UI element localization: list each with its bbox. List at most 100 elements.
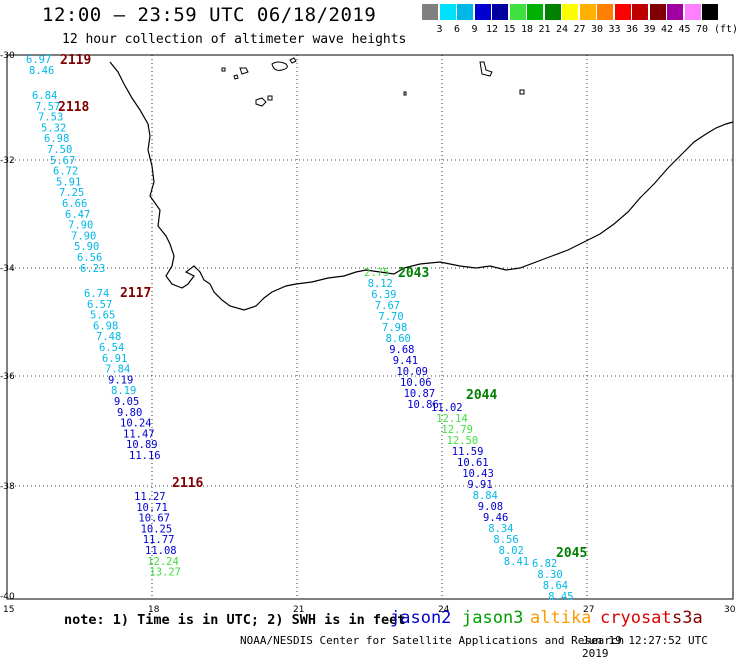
scale-label: 30 bbox=[590, 24, 604, 35]
scale-swatch bbox=[422, 4, 438, 20]
wave-height-value: 8.60 bbox=[386, 333, 411, 345]
wave-height-value: 12.14 bbox=[436, 413, 468, 425]
scale-swatch bbox=[684, 4, 701, 20]
wave-height-value: 11.08 bbox=[145, 545, 177, 557]
scale-label: 15 bbox=[503, 24, 516, 35]
wave-height-value: 11.27 bbox=[134, 491, 166, 503]
scale-label: 18 bbox=[520, 24, 534, 35]
wave-height-value: 8.56 bbox=[493, 534, 518, 546]
wave-height-value: 11.77 bbox=[143, 534, 175, 546]
wave-height-value: 6.97 bbox=[26, 54, 51, 66]
wave-height-value: 6.39 bbox=[371, 289, 396, 301]
wave-height-value: 9.80 bbox=[117, 407, 142, 419]
scale-label: 33 bbox=[608, 24, 621, 35]
satellite-legend-jason2: jason2 bbox=[390, 608, 452, 628]
credit-line: NOAA/NESDIS Center for Satellite Applica… bbox=[240, 634, 625, 647]
wave-height-value: 10.09 bbox=[396, 366, 428, 378]
scale-swatch bbox=[667, 4, 683, 20]
wave-height-value: 7.98 bbox=[382, 322, 407, 334]
map-subtitle: 12 hour collection of altimeter wave hei… bbox=[62, 32, 407, 47]
wave-height-value: 8.84 bbox=[473, 490, 498, 502]
scale-swatch bbox=[492, 4, 508, 20]
wave-height-value: 8.41 bbox=[504, 556, 529, 568]
wave-height-value: 8.64 bbox=[543, 580, 568, 592]
scale-label: 24 bbox=[555, 24, 569, 35]
x-tick-label: 21 bbox=[293, 605, 304, 615]
wave-height-value: 11.16 bbox=[129, 450, 161, 462]
scale-label: 21 bbox=[538, 24, 551, 35]
wave-height-value: 9.41 bbox=[393, 355, 418, 367]
scale-label: 45 bbox=[678, 24, 691, 35]
wave-height-value: 7.48 bbox=[96, 331, 121, 343]
satellite-pass-2119: 6.978.46 2119 bbox=[26, 53, 91, 77]
wave-height-value: 5.67 bbox=[50, 155, 75, 167]
scale-unit: (ft) bbox=[714, 24, 739, 35]
scale-swatch bbox=[649, 4, 666, 20]
wave-height-value: 5.91 bbox=[56, 176, 81, 188]
x-tick-label: 15 bbox=[3, 605, 14, 615]
satellite-pass-2043: 2.758.126.397.677.707.988.609.689.4110.0… bbox=[364, 266, 439, 411]
y-tick-label: -40 bbox=[0, 592, 15, 602]
wave-height-value: 10.43 bbox=[462, 468, 494, 480]
scale-label: 6 bbox=[453, 24, 461, 35]
wave-height-value: 10.25 bbox=[141, 523, 173, 535]
footer-note: note: 1) Time is in UTC; 2) SWH is in fe… bbox=[64, 612, 406, 628]
scale-swatch bbox=[562, 4, 578, 20]
scale-swatch bbox=[632, 4, 648, 20]
wave-height-value: 6.98 bbox=[44, 133, 69, 145]
x-tick-label: 27 bbox=[583, 605, 594, 615]
wave-height-value: 10.86 bbox=[407, 399, 439, 411]
wave-height-value: 10.87 bbox=[404, 388, 436, 400]
y-tick-label: -32 bbox=[0, 156, 15, 166]
wave-height-value: 6.57 bbox=[87, 299, 112, 311]
scale-swatch bbox=[702, 4, 718, 20]
wave-height-value: 9.05 bbox=[114, 396, 139, 408]
wave-height-value: 7.70 bbox=[378, 311, 403, 323]
wave-height-value: 5.65 bbox=[90, 310, 115, 322]
wave-height-value: 6.84 bbox=[32, 90, 57, 102]
y-tick-label: -34 bbox=[0, 264, 15, 274]
satellite-legend-altika: altika bbox=[530, 608, 592, 628]
pass-time-label: 2045 bbox=[556, 546, 587, 561]
wave-height-value: 11.59 bbox=[452, 446, 484, 458]
y-tick-label: -36 bbox=[0, 372, 15, 382]
wave-height-value: 6.56 bbox=[77, 252, 102, 264]
wave-height-value: 7.25 bbox=[59, 187, 84, 199]
wave-height-value: 8.34 bbox=[488, 523, 513, 535]
wave-height-value: 9.46 bbox=[483, 512, 508, 524]
scale-label: 70 bbox=[695, 24, 709, 35]
pass-time-label: 2119 bbox=[60, 53, 91, 68]
satellite-pass-2118: 6.847.577.535.326.987.505.676.725.917.25… bbox=[32, 90, 105, 275]
generated-timestamp: Jun 19 12:27:52 UTC 2019 bbox=[582, 634, 708, 660]
satellite-pass-2044: 11.0212.1412.7912.5011.5910.6110.439.918… bbox=[431, 388, 529, 568]
wave-height-value: 12.50 bbox=[447, 435, 479, 447]
wave-height-value: 6.47 bbox=[65, 209, 90, 221]
scale-label: 3 bbox=[436, 24, 443, 35]
wave-height-value: 7.84 bbox=[105, 364, 130, 376]
coastline bbox=[109, 61, 734, 311]
wave-height-value: 6.82 bbox=[532, 558, 557, 570]
wave-height-value: 7.53 bbox=[38, 112, 63, 124]
satellite-legend-jason3: jason3 bbox=[462, 608, 524, 628]
satellite-pass-2116: 11.2710.7110.6710.2511.7711.0812.2413.27… bbox=[134, 476, 203, 579]
wave-height-value: 8.02 bbox=[499, 545, 524, 557]
scale-label: 12 bbox=[485, 24, 499, 35]
lat-lon-grid bbox=[7, 55, 733, 599]
wave-height-value: 8.12 bbox=[368, 278, 393, 290]
scale-swatch bbox=[527, 4, 543, 20]
pass-time-label: 2043 bbox=[398, 266, 429, 281]
pass-time-label: 2118 bbox=[58, 100, 89, 115]
scale-swatch bbox=[597, 4, 613, 20]
scale-swatch bbox=[474, 4, 491, 20]
wave-height-value: 10.06 bbox=[400, 377, 432, 389]
pass-time-label: 2116 bbox=[172, 476, 203, 491]
wave-height-value: 7.50 bbox=[47, 144, 72, 156]
wave-height-value: 10.89 bbox=[126, 439, 158, 451]
wave-height-value: 11.47 bbox=[123, 428, 155, 440]
scale-label: 39 bbox=[643, 24, 656, 35]
satellite-legend-cryosat: cryosat bbox=[600, 608, 672, 628]
wave-height-value: 9.19 bbox=[108, 374, 133, 386]
wave-height-value: 9.08 bbox=[478, 501, 503, 513]
wave-height-value: 8.46 bbox=[29, 65, 54, 77]
wave-height-value: 13.27 bbox=[149, 567, 181, 579]
